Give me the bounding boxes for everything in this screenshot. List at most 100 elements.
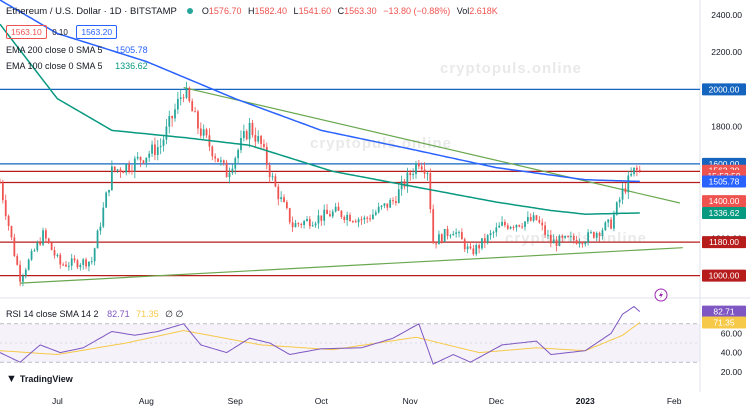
rsi-tick-label: 60.00 (721, 328, 743, 338)
candle-body (615, 202, 618, 215)
candle-body (110, 166, 113, 190)
candle-body (122, 172, 125, 174)
symbol-title[interactable]: Ethereum / U.S. Dollar · 1D · BITSTAMP (6, 6, 177, 17)
candle-body (429, 173, 432, 210)
candle-body (283, 197, 285, 203)
x-tick-label: Aug (139, 396, 154, 406)
candle-body (372, 214, 374, 220)
tradingview-logo[interactable]: ▼ TradingView (6, 373, 73, 385)
candle-body (156, 147, 159, 155)
candle-body (297, 223, 300, 225)
candle-body (154, 144, 156, 155)
candle-body (570, 236, 572, 238)
candle-body (237, 150, 240, 159)
candle-body (323, 209, 326, 221)
candle-body (529, 217, 532, 221)
candle-body (547, 234, 549, 236)
level-price-tag: 1600.00 (709, 159, 740, 169)
candle-body (541, 222, 544, 226)
candle-body (76, 260, 79, 268)
ema100-value: 1336.62 (115, 61, 148, 71)
candle-body (24, 269, 27, 276)
rsi-sma-price-tag-bg (702, 316, 746, 329)
lightning-glyph (659, 291, 663, 299)
candle-body (311, 225, 314, 227)
ohlc-low: 1541.60 (298, 6, 332, 16)
candle-body (535, 215, 538, 220)
candle-body (159, 145, 162, 148)
candle-body (360, 219, 363, 221)
candle-body (380, 205, 383, 207)
candle-body (604, 222, 607, 231)
candle-body (572, 236, 575, 240)
candle-body (469, 246, 472, 249)
candle-body (139, 156, 142, 161)
candle-body (185, 87, 188, 98)
candle-body (70, 258, 73, 266)
candle-body (392, 200, 394, 202)
candle-body (50, 242, 53, 251)
sell-button[interactable]: 1563.10 (6, 25, 47, 39)
candle-body (561, 235, 564, 238)
rsi-legend[interactable]: RSI 14 close SMA 14 2 82.71 71.35 ∅ ∅ (6, 309, 183, 320)
candle-body (532, 215, 535, 221)
candle-body (27, 259, 30, 270)
candle-body (475, 245, 478, 255)
price-tag-bg (702, 206, 746, 219)
candle-body (33, 250, 36, 252)
candle-body (409, 172, 412, 176)
candle-body (438, 234, 440, 245)
tradingview-logo-text: TradingView (19, 374, 73, 384)
candle-body (197, 111, 199, 129)
ema200-legend[interactable]: EMA 200 close 0 SMA 5 1505.78 (6, 45, 148, 55)
candle-body (498, 225, 501, 228)
candle-body (277, 186, 280, 200)
candle-body (151, 144, 153, 154)
ema100-line (0, 23, 640, 215)
y-tick-label: 1800.00 (711, 122, 742, 132)
candle-body (254, 135, 257, 142)
candle-body (417, 163, 420, 167)
candle-body (248, 122, 251, 140)
ema100-label: EMA 100 close 0 SMA 5 (6, 61, 103, 71)
candle-body (581, 243, 584, 245)
candle-body (567, 235, 569, 237)
candle-body (389, 200, 392, 208)
x-tick-label: Nov (403, 396, 419, 406)
candle-body (366, 217, 369, 219)
candle-body (524, 221, 526, 227)
candle-body (13, 237, 16, 257)
candle-body (446, 229, 449, 236)
candle-body (506, 225, 509, 229)
candle-body (478, 245, 480, 249)
candle-body (179, 97, 182, 99)
candle-body (564, 235, 567, 238)
candle-body (142, 160, 145, 163)
candle-body (263, 143, 265, 147)
price-tag: 1505.78 (709, 176, 740, 186)
price-tag-bg (702, 195, 746, 208)
candle-body (93, 248, 96, 262)
candle-body (489, 233, 492, 236)
ohlc-high: 1582.40 (254, 6, 288, 16)
candle-body (220, 160, 222, 162)
candle-body (452, 233, 455, 236)
candle-body (383, 203, 386, 206)
rsi-line (0, 305, 641, 365)
candle-body (440, 234, 443, 242)
candle-body (607, 219, 610, 223)
ema100-legend[interactable]: EMA 100 close 0 SMA 5 1336.62 (6, 61, 148, 71)
candle-body (128, 164, 130, 171)
candle-body (73, 258, 76, 261)
candle-body (518, 224, 521, 227)
candle-body (231, 168, 234, 173)
candle-body (30, 251, 33, 260)
candle-body (291, 222, 294, 228)
candle-body (538, 219, 541, 223)
buy-button[interactable]: 1563.20 (76, 25, 118, 39)
candle-body (116, 169, 119, 171)
spread-value: 0.10 (52, 28, 68, 37)
rsi-sma-price-tag: 71.35 (713, 318, 735, 328)
trendline (20, 247, 683, 284)
